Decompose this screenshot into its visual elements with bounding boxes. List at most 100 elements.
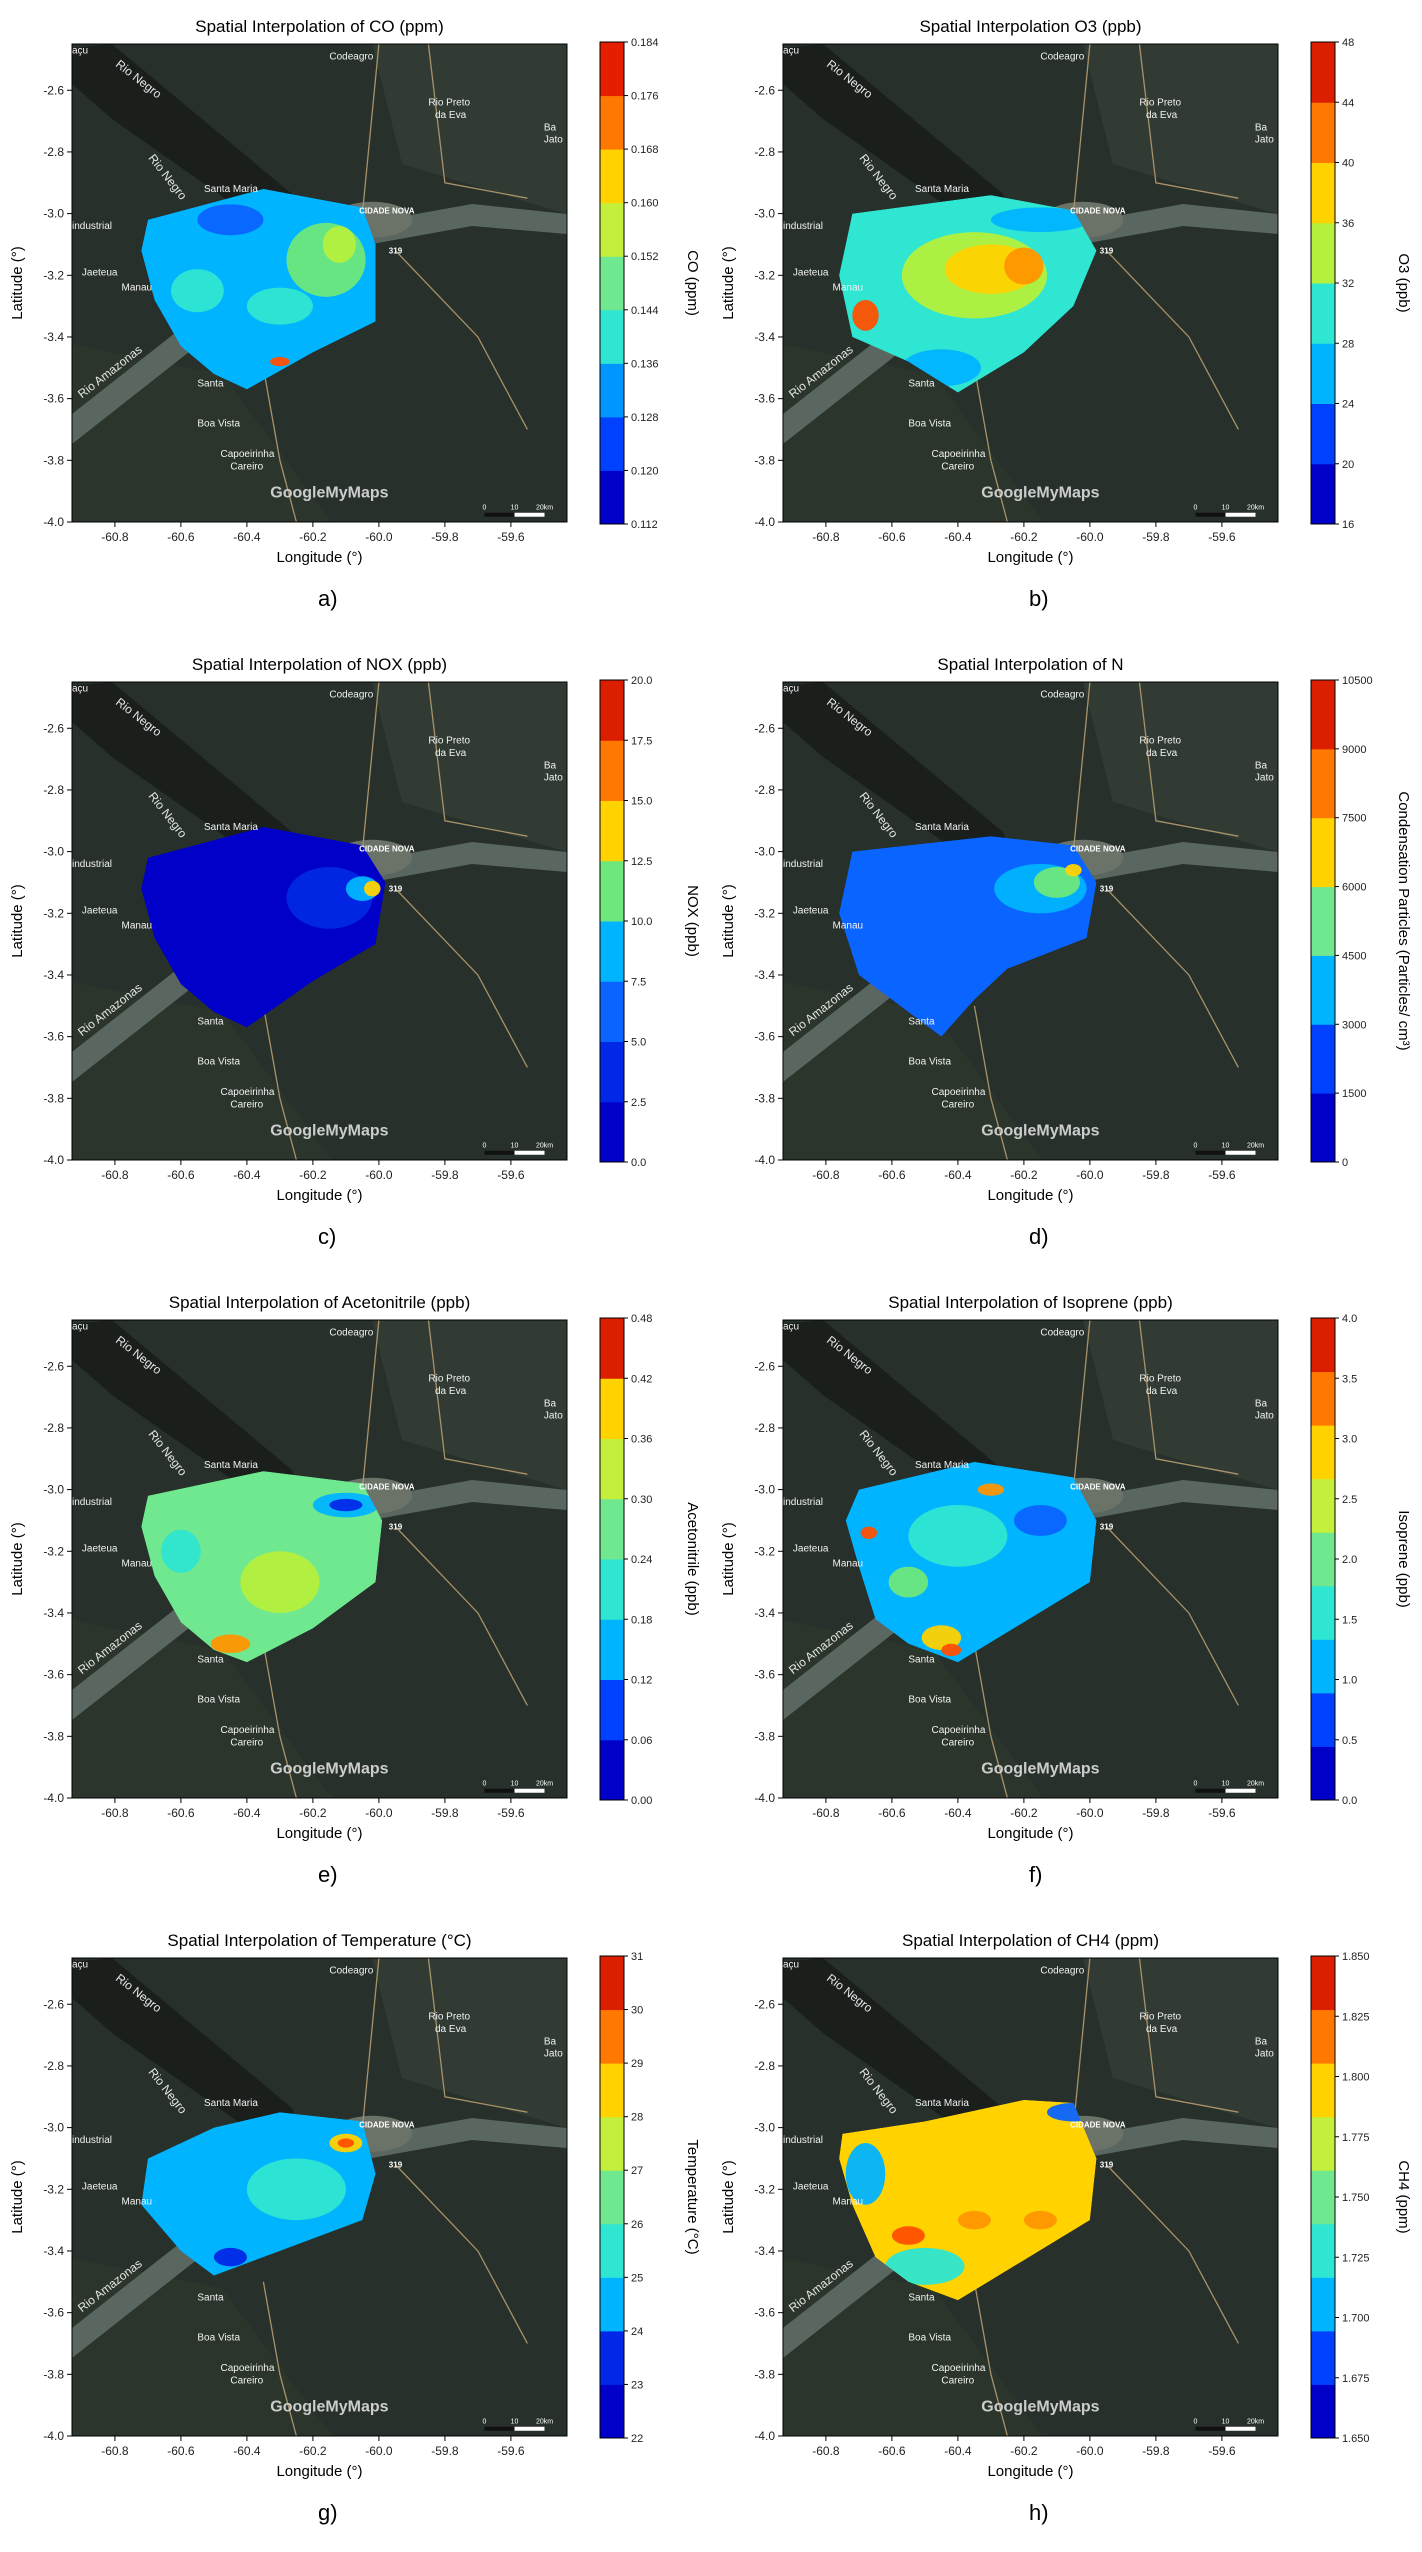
place-label-careiro: Careiro bbox=[230, 1100, 263, 1111]
scale-bar-segment bbox=[1225, 1150, 1256, 1155]
colorbar-segment bbox=[1311, 463, 1335, 525]
attribution-label: GoogleMyMaps bbox=[270, 1122, 388, 1139]
colorbar-tick-label: 1.800 bbox=[1342, 2072, 1370, 2084]
colorbar-segment bbox=[600, 42, 624, 97]
colorbar-tick-label: 1500 bbox=[1342, 1088, 1366, 1100]
scale-bar-segment bbox=[1195, 2426, 1226, 2431]
place-label-jaeteua: Jaeteua bbox=[793, 1543, 829, 1554]
place-label-rio-preto: Rio Preto bbox=[1139, 98, 1181, 109]
panel-caption: f) bbox=[1029, 1862, 1043, 1887]
colorbar-segment bbox=[1311, 1318, 1335, 1373]
x-tick-label: -59.8 bbox=[1142, 1806, 1170, 1820]
colorbar-segment bbox=[1311, 1425, 1335, 1480]
scale-bar-segment bbox=[1195, 1788, 1226, 1793]
x-tick-label: -60.4 bbox=[944, 2444, 972, 2458]
colorbar-tick-label: 3.5 bbox=[1342, 1373, 1357, 1385]
place-label-codeagro: Codeagro bbox=[1040, 51, 1084, 62]
y-tick-label: -3.0 bbox=[43, 2121, 64, 2135]
colorbar-tick-label: 0.0 bbox=[631, 1157, 646, 1169]
interpolation-patch bbox=[957, 2210, 991, 2230]
place-label-boa-vista: Boa Vista bbox=[197, 1694, 240, 1705]
place-label-rio-preto: Rio Preto bbox=[428, 2012, 470, 2023]
place-label-santa: Santa bbox=[908, 2292, 935, 2303]
y-tick-label: -3.6 bbox=[754, 1030, 775, 1044]
scale-bar-segment bbox=[1225, 512, 1256, 517]
panel-caption: g) bbox=[318, 2500, 338, 2525]
chart-svg: Spatial Interpolation O3 (ppb) Codeagro Ri… bbox=[720, 17, 1412, 566]
colorbar-tick-label: 1.750 bbox=[1342, 2192, 1370, 2204]
x-axis-label: Longitude (°) bbox=[987, 1187, 1073, 1204]
colorbar-tick-label: 40 bbox=[1342, 158, 1354, 170]
interpolation-patch bbox=[852, 299, 879, 331]
colorbar-segment bbox=[600, 2009, 624, 2064]
x-tick-label: -60.0 bbox=[1076, 530, 1104, 544]
place-label-codeagro: Codeagro bbox=[1040, 1327, 1084, 1338]
y-tick-label: -2.6 bbox=[43, 83, 64, 97]
scale-bar-segment bbox=[1195, 1150, 1226, 1155]
chart-svg: Spatial Interpolation of CO (ppm) Codeagr… bbox=[9, 17, 701, 566]
axes-frame bbox=[782, 681, 1279, 1161]
place-label-boa-vista: Boa Vista bbox=[908, 1694, 951, 1705]
road-lines bbox=[973, 43, 1239, 523]
scale-label: 10 bbox=[1222, 1781, 1230, 1788]
colorbar-segment bbox=[600, 202, 624, 257]
colorbar-tick-label: 16 bbox=[1342, 519, 1354, 531]
interpolation-patch bbox=[161, 1529, 201, 1573]
y-tick-label: -2.6 bbox=[754, 83, 775, 97]
place-label-ba: Ba bbox=[544, 122, 557, 133]
colorbar-tick-label: 0.12 bbox=[631, 1675, 652, 1687]
place-label-jato: Jato bbox=[544, 135, 563, 146]
chart-svg: Spatial Interpolation of N Codeagro Rio Pr… bbox=[720, 655, 1412, 1204]
x-tick-label: -60.2 bbox=[299, 530, 327, 544]
place-label-jaeteua: Jaeteua bbox=[793, 267, 829, 278]
chart-svg: Spatial Interpolation of Acetonitrile (p… bbox=[9, 1293, 701, 1842]
colorbar-segment bbox=[1311, 1024, 1335, 1094]
colorbar-segment bbox=[600, 95, 624, 150]
colorbar-segment bbox=[1311, 2330, 1335, 2385]
place-label-da-eva: da Eva bbox=[435, 2024, 467, 2035]
x-tick-label: -60.6 bbox=[878, 530, 906, 544]
road-lines bbox=[262, 681, 528, 1161]
colorbar-segment bbox=[1311, 1585, 1335, 1640]
colorbar-segment bbox=[600, 2116, 624, 2171]
colorbar-segment bbox=[600, 1318, 624, 1379]
scale-bar-segment bbox=[514, 2426, 545, 2431]
attribution-label: GoogleMyMaps bbox=[270, 2398, 388, 2415]
colorbar-tick-label: 1.825 bbox=[1342, 2011, 1370, 2023]
colorbar-tick-label: 0.18 bbox=[631, 1614, 652, 1626]
colorbar-tick-label: 20 bbox=[1342, 459, 1354, 471]
colorbar-tick-label: 5.0 bbox=[631, 1037, 646, 1049]
interpolation-patch bbox=[1004, 247, 1044, 285]
river-rio-negro bbox=[72, 44, 302, 219]
scale-bar-segment bbox=[484, 512, 515, 517]
axes-frame bbox=[71, 1319, 568, 1799]
place-label-codeagro: Codeagro bbox=[329, 1327, 373, 1338]
y-tick-label: -2.6 bbox=[754, 1359, 775, 1373]
place-label-boa-vista: Boa Vista bbox=[908, 418, 951, 429]
place-label-cidade-nova: CIDADE NOVA bbox=[359, 207, 415, 216]
colorbar-segment bbox=[600, 309, 624, 364]
interpolation-patch bbox=[888, 1566, 929, 1598]
y-tick-label: -3.6 bbox=[754, 2306, 775, 2320]
interpolation-patch bbox=[240, 1551, 320, 1613]
place-label-santa: Santa bbox=[197, 1016, 224, 1027]
chart-title: Spatial Interpolation of CH4 (ppm) bbox=[902, 1931, 1159, 1950]
colorbar-tick-label: 0.168 bbox=[631, 144, 659, 156]
y-tick-label: -2.8 bbox=[43, 2059, 64, 2073]
x-tick-label: -60.4 bbox=[233, 1168, 261, 1182]
y-tick-label: -3.4 bbox=[43, 2244, 64, 2258]
scale-label: 10 bbox=[1222, 1143, 1230, 1150]
road-lines bbox=[262, 1957, 528, 2437]
colorbar-tick-label: 1.5 bbox=[1342, 1614, 1357, 1626]
colorbar-tick-label: 36 bbox=[1342, 218, 1354, 230]
colorbar-tick-label: 2.5 bbox=[1342, 1494, 1357, 1506]
x-tick-label: -60.4 bbox=[944, 530, 972, 544]
y-tick-label: -2.8 bbox=[43, 145, 64, 159]
y-tick-label: -3.2 bbox=[43, 268, 64, 282]
x-tick-label: -59.8 bbox=[431, 2444, 459, 2458]
place-label-acu: açu bbox=[783, 1959, 799, 1970]
colorbar-tick-label: 10.0 bbox=[631, 916, 652, 928]
interpolation-patch bbox=[246, 287, 313, 325]
x-tick-label: -60.0 bbox=[1076, 2444, 1104, 2458]
x-tick-label: -59.6 bbox=[497, 2444, 525, 2458]
